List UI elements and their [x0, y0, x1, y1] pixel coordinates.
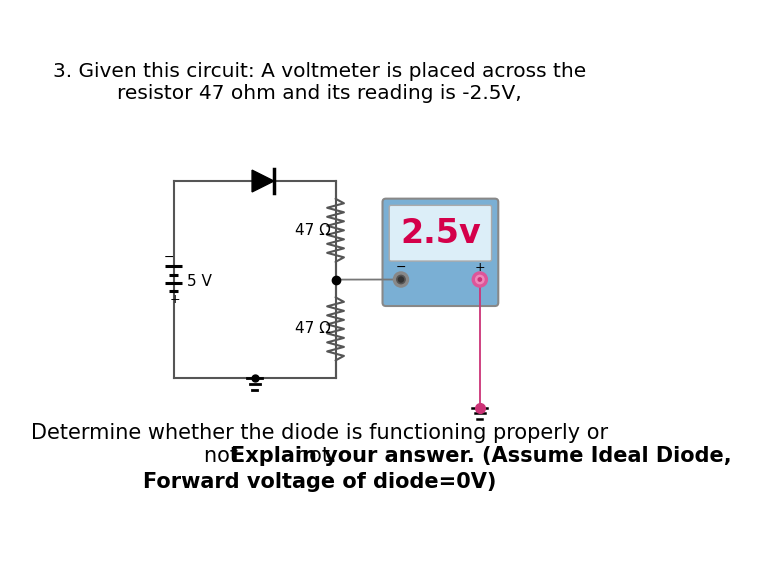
Circle shape [394, 272, 408, 287]
Text: +: + [170, 293, 181, 306]
Text: Explain your answer. (Assume Ideal Diode,: Explain your answer. (Assume Ideal Diode… [230, 446, 731, 466]
Text: −: − [396, 261, 406, 274]
Text: not. ​Explain your answer. (Assume Ideal Diode,: not. ​Explain your answer. (Assume Ideal… [73, 446, 565, 466]
Text: Forward voltage of diode=0V): Forward voltage of diode=0V) [143, 472, 496, 492]
Text: not.: not. [204, 446, 251, 466]
Text: +: + [475, 261, 485, 274]
Circle shape [478, 278, 481, 281]
Text: not.: not. [296, 446, 343, 466]
Text: −: − [164, 252, 175, 264]
FancyBboxPatch shape [389, 205, 491, 261]
Circle shape [397, 275, 405, 284]
Text: Determine whether the diode is functioning properly or: Determine whether the diode is functioni… [31, 422, 608, 443]
Text: 5 V: 5 V [187, 274, 212, 289]
Text: 47 Ω: 47 Ω [295, 321, 331, 336]
Circle shape [398, 277, 404, 282]
Text: 3. Given this circuit: A voltmeter is placed across the: 3. Given this circuit: A voltmeter is pl… [53, 62, 586, 81]
Text: 47 Ω: 47 Ω [295, 223, 331, 238]
Circle shape [475, 275, 484, 284]
FancyBboxPatch shape [382, 199, 498, 306]
Text: resistor 47 ohm and its reading is -2.5V,: resistor 47 ohm and its reading is -2.5V… [118, 84, 522, 103]
Circle shape [472, 272, 488, 287]
Polygon shape [252, 170, 274, 192]
Text: 2.5v: 2.5v [400, 217, 481, 250]
